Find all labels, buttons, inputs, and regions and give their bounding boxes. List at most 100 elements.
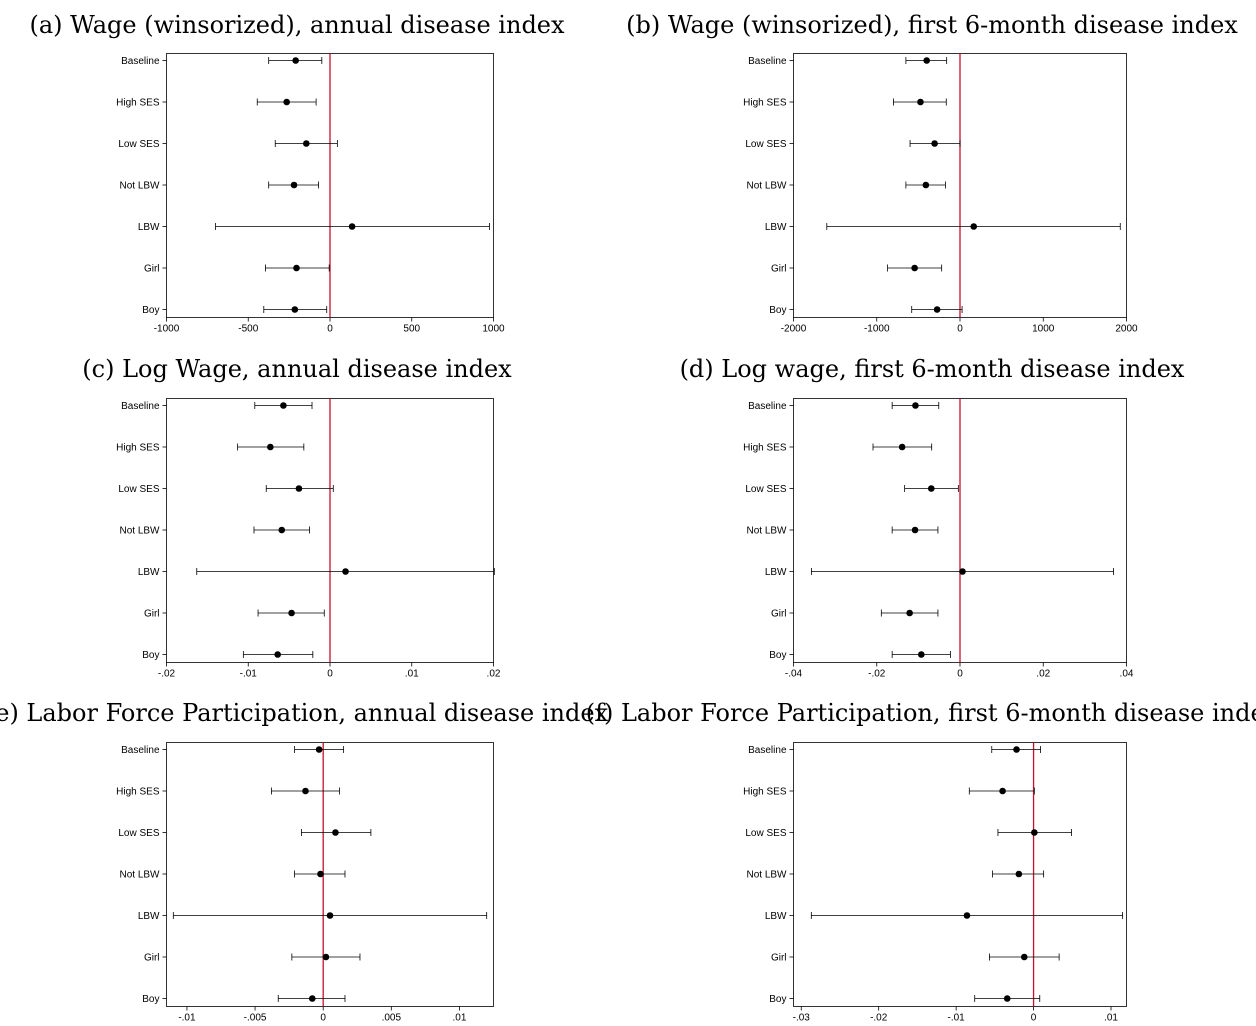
- point-estimate: [1013, 746, 1020, 753]
- point-estimate: [1003, 995, 1011, 1002]
- point-estimate: [906, 609, 913, 617]
- point-estimate: [959, 568, 966, 575]
- category-label: Boy: [769, 305, 786, 316]
- panel-e-plot: -.01 -.005 0 .005 .01 Baseline High SES Low SES…: [116, 742, 494, 1024]
- category-label: High SES: [116, 443, 160, 454]
- x-tick-label: .04: [1120, 669, 1134, 680]
- point-estimate: [342, 568, 349, 575]
- x-tick-label: 500: [403, 324, 420, 335]
- category-label: Low SES: [118, 484, 159, 495]
- category-label: Boy: [769, 650, 786, 661]
- x-tick-label: .01: [405, 669, 419, 680]
- category-label: High SES: [743, 443, 787, 454]
- category-label: Low SES: [745, 828, 786, 839]
- category-label: LBW: [138, 911, 160, 922]
- panel-a-plot: -1000 -500 0 500 1000 Baseline High SES Low SES…: [116, 53, 505, 335]
- point-estimate: [283, 98, 290, 106]
- category-label: LBW: [138, 222, 160, 233]
- point-estimate: [278, 526, 286, 534]
- point-estimate: [290, 181, 298, 189]
- x-tick-label: -.01: [948, 1013, 966, 1024]
- category-label: Low SES: [118, 139, 159, 150]
- point-estimate: [1031, 829, 1038, 836]
- panel-title: (b) Wage (winsorized), first 6-month dis…: [626, 11, 1238, 39]
- category-label: Not LBW: [746, 526, 787, 537]
- x-tick-label: -.02: [870, 1013, 888, 1024]
- point-estimate: [933, 306, 941, 313]
- category-label: LBW: [138, 567, 160, 578]
- x-tick-label: .02: [1036, 669, 1050, 680]
- category-label: Girl: [144, 609, 160, 620]
- x-tick-label: -.02: [868, 669, 886, 680]
- x-tick-label: -.02: [158, 669, 176, 680]
- x-tick-label: 1000: [1032, 324, 1055, 335]
- category-label: Baseline: [748, 745, 787, 756]
- point-estimate: [911, 526, 919, 534]
- point-estimate: [927, 485, 935, 492]
- panel-title: (a) Wage (winsorized), annual disease in…: [29, 11, 565, 39]
- point-estimate: [315, 746, 323, 753]
- x-tick-label: 0: [957, 324, 963, 335]
- x-tick-label: .02: [487, 669, 501, 680]
- x-tick-label: -.01: [240, 669, 258, 680]
- category-label: Boy: [769, 994, 786, 1005]
- point-estimate: [898, 443, 906, 451]
- category-label: Girl: [771, 609, 787, 620]
- x-tick-label: -.04: [785, 669, 803, 680]
- point-estimate: [931, 140, 938, 147]
- x-tick-label: 0: [1031, 1013, 1037, 1024]
- panel-d-plot: -.04 -.02 0 .02 .04 Baseline High SES Low SES No…: [743, 398, 1134, 680]
- category-label: LBW: [765, 911, 787, 922]
- category-label: Girl: [144, 953, 160, 964]
- category-label: Boy: [142, 994, 159, 1005]
- point-estimate: [308, 995, 316, 1002]
- point-estimate: [280, 402, 287, 409]
- panel-c-plot: -.02 -.01 0 .01 .02 Baseline High SES Low SES No…: [116, 398, 501, 680]
- category-label: LBW: [765, 222, 787, 233]
- point-estimate: [1015, 870, 1023, 878]
- x-tick-label: 0: [957, 669, 963, 680]
- point-estimate: [295, 485, 303, 492]
- point-estimate: [302, 787, 309, 795]
- point-estimate: [288, 609, 295, 617]
- x-tick-label: -2000: [781, 324, 807, 335]
- category-label: Boy: [142, 650, 159, 661]
- category-label: Low SES: [745, 484, 786, 495]
- category-label: High SES: [116, 787, 160, 798]
- x-tick-label: .005: [382, 1013, 402, 1024]
- x-tick-label: 0: [320, 1013, 326, 1024]
- category-label: Not LBW: [746, 870, 787, 881]
- point-estimate: [291, 306, 299, 313]
- panel-title: (f) Labor Force Participation, first 6-m…: [585, 699, 1256, 727]
- panel-title: (e) Labor Force Participation, annual di…: [0, 699, 609, 727]
- point-estimate: [999, 787, 1006, 795]
- x-tick-label: -.005: [244, 1013, 267, 1024]
- x-tick-label: -1000: [154, 324, 180, 335]
- category-label: Not LBW: [119, 526, 160, 537]
- x-tick-label: -1000: [864, 324, 890, 335]
- x-tick-label: -.01: [178, 1013, 196, 1024]
- point-estimate: [293, 264, 300, 272]
- point-estimate: [326, 912, 334, 919]
- x-tick-label: -.03: [793, 1013, 811, 1024]
- panel-f-plot: -.03 -.02 -.01 0 .01 Baseline High SES Low SES N…: [743, 742, 1127, 1024]
- point-estimate: [917, 98, 924, 106]
- category-label: Baseline: [121, 56, 160, 67]
- category-label: High SES: [743, 787, 787, 798]
- x-tick-label: 1000: [482, 324, 505, 335]
- x-tick-label: 0: [327, 324, 333, 335]
- category-label: Baseline: [748, 56, 787, 67]
- point-estimate: [292, 57, 299, 64]
- point-estimate: [1020, 953, 1028, 961]
- point-estimate: [348, 223, 356, 230]
- category-label: Not LBW: [119, 870, 160, 881]
- point-estimate: [317, 870, 324, 878]
- category-label: Not LBW: [746, 181, 787, 192]
- category-label: Girl: [771, 264, 787, 275]
- point-estimate: [302, 140, 310, 147]
- point-estimate: [923, 57, 930, 64]
- panel-title: (d) Log wage, first 6-month disease inde…: [679, 355, 1185, 383]
- category-label: High SES: [743, 98, 787, 109]
- category-label: Girl: [144, 264, 160, 275]
